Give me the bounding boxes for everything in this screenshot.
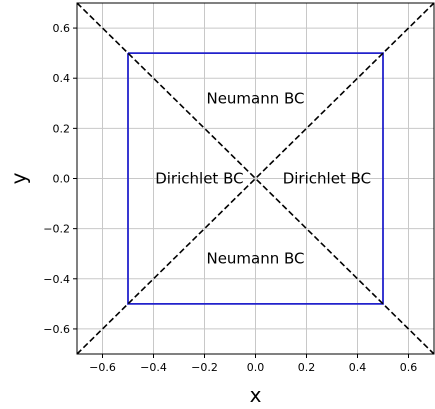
x-tick-label: −0.2	[191, 361, 218, 374]
dashed-diagonal-line	[76, 2, 435, 355]
dashed-diagonal-line	[76, 2, 435, 355]
annotation-label: Neumann BC	[206, 89, 304, 107]
x-tick-label: 0.4	[349, 361, 367, 374]
x-axis-ticks: −0.6 −0.4 −0.2 0.0 0.2 0.4 0.6	[89, 354, 417, 374]
x-axis-label: x	[250, 383, 262, 407]
y-axis-label: y	[7, 172, 31, 184]
annotation-label: Neumann BC	[206, 250, 304, 268]
x-tick-label: −0.4	[140, 361, 167, 374]
y-axis-ticks: −0.6 −0.4 −0.2 0.0 0.2 0.4 0.6	[43, 22, 77, 336]
y-tick-label: −0.6	[43, 323, 70, 336]
y-tick-label: −0.2	[43, 223, 70, 236]
series-group	[76, 2, 435, 355]
y-tick-label: 0.6	[53, 22, 71, 35]
y-tick-label: −0.4	[43, 273, 70, 286]
x-tick-label: 0.6	[400, 361, 418, 374]
x-tick-label: −0.6	[89, 361, 116, 374]
y-tick-label: 0.2	[53, 122, 71, 135]
y-tick-label: 0.0	[53, 173, 71, 186]
square-boundary-line	[127, 52, 384, 305]
annotations: Neumann BC Neumann BC Dirichlet BC Dirichle…	[155, 89, 371, 267]
y-tick-label: 0.4	[53, 72, 71, 85]
annotation-label: Dirichlet BC	[283, 170, 371, 188]
grid	[77, 3, 434, 354]
x-tick-label: 0.2	[298, 361, 316, 374]
annotation-label: Dirichlet BC	[155, 170, 243, 188]
x-tick-label: 0.0	[247, 361, 265, 374]
